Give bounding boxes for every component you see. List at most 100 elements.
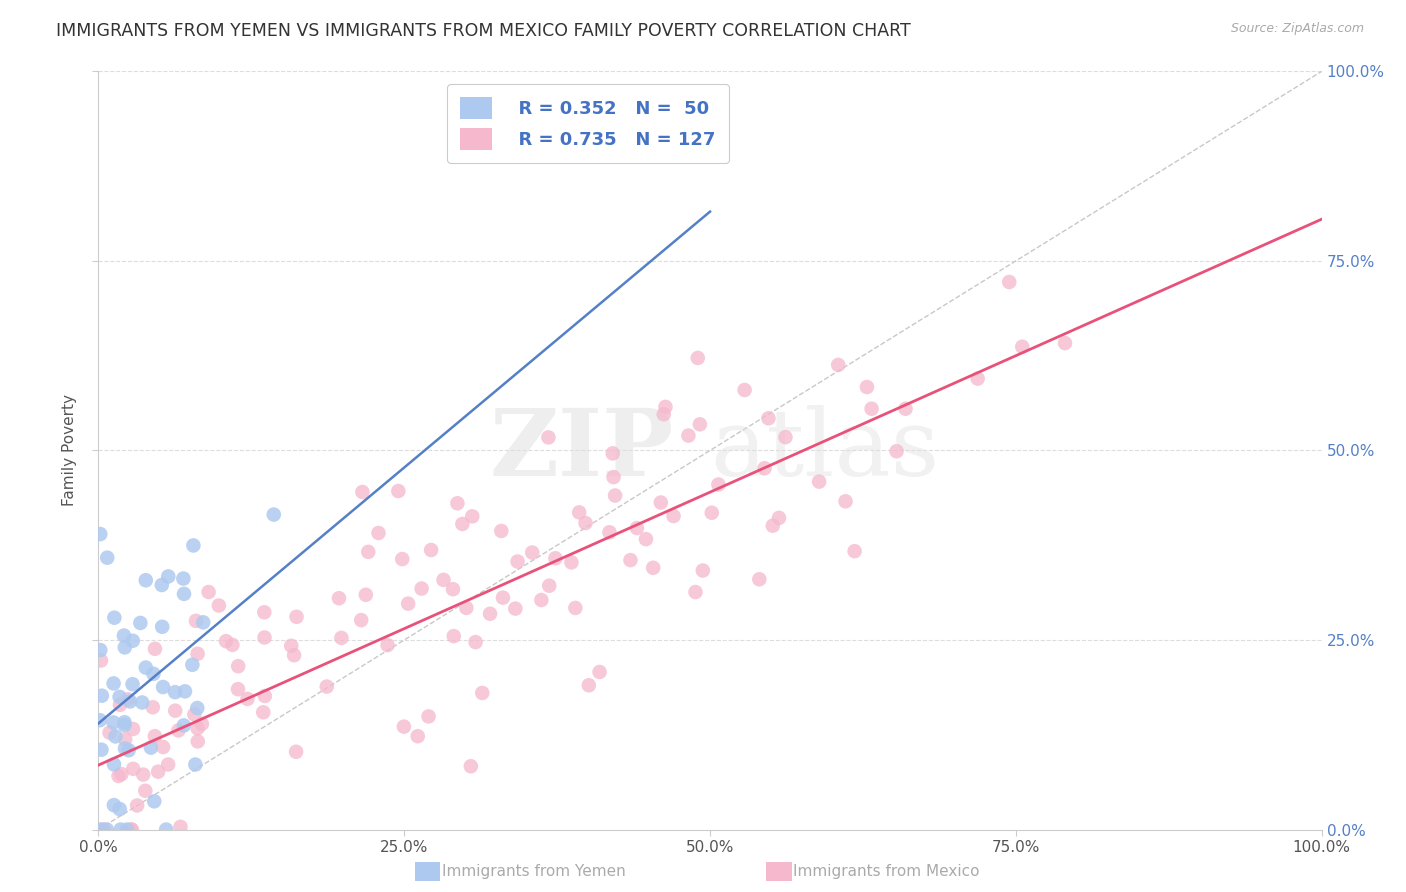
Point — [491, 524, 513, 538]
Point — [173, 718, 195, 732]
Point — [114, 732, 136, 747]
Point — [93, 822, 115, 837]
Point — [748, 572, 770, 586]
Point — [184, 614, 207, 628]
Text: IMMIGRANTS FROM YEMEN VS IMMIGRANTS FROM MEXICO FAMILY POVERTY CORRELATION CHART: IMMIGRANTS FROM YEMEN VS IMMIGRANTS FROM… — [56, 22, 911, 40]
Point — [181, 657, 204, 672]
Point — [89, 527, 111, 541]
Point — [135, 660, 157, 674]
Point — [578, 678, 600, 692]
Point — [354, 588, 377, 602]
Point — [574, 516, 596, 530]
Point — [253, 689, 276, 703]
Point — [103, 757, 125, 772]
Point — [686, 351, 709, 365]
Point — [103, 798, 125, 813]
Point — [150, 620, 173, 634]
Point — [121, 822, 143, 837]
Point — [89, 643, 111, 657]
Point — [406, 729, 429, 743]
Point — [768, 511, 790, 525]
Point — [197, 585, 219, 599]
Point — [357, 545, 380, 559]
Point — [856, 380, 879, 394]
Point — [114, 718, 136, 732]
Point — [460, 759, 482, 773]
Point — [538, 579, 561, 593]
Text: Source: ZipAtlas.com: Source: ZipAtlas.com — [1230, 22, 1364, 36]
Point — [560, 555, 582, 569]
Point — [115, 822, 138, 837]
Point — [236, 692, 259, 706]
Point — [602, 470, 624, 484]
Point — [626, 521, 648, 535]
Point — [96, 822, 118, 837]
Point — [734, 383, 756, 397]
Point — [280, 639, 302, 653]
Point — [443, 629, 465, 643]
Point — [103, 715, 125, 730]
Point — [367, 526, 389, 541]
Point — [174, 684, 197, 698]
Point — [441, 582, 464, 597]
Point — [544, 551, 567, 566]
Point — [90, 689, 112, 703]
Point — [103, 676, 125, 690]
Point — [107, 769, 129, 783]
Point — [685, 585, 707, 599]
Point — [90, 653, 112, 667]
Point — [634, 532, 657, 546]
Point — [253, 631, 276, 645]
Point — [283, 648, 305, 663]
Point — [707, 477, 730, 491]
Point — [165, 704, 187, 718]
Y-axis label: Family Poverty: Family Poverty — [62, 394, 77, 507]
Point — [221, 638, 243, 652]
Point — [377, 638, 399, 652]
Point — [132, 767, 155, 781]
Point — [700, 506, 723, 520]
Text: Immigrants from Mexico: Immigrants from Mexico — [793, 863, 979, 879]
Point — [226, 659, 249, 673]
Point — [143, 641, 166, 656]
Point — [186, 721, 208, 735]
Point — [122, 762, 145, 776]
Point — [568, 505, 591, 519]
Point — [603, 489, 626, 503]
Point — [396, 597, 419, 611]
Point — [330, 631, 353, 645]
Point — [451, 516, 474, 531]
Point — [650, 495, 672, 509]
Point — [860, 401, 883, 416]
Point — [103, 611, 125, 625]
Point — [662, 508, 685, 523]
Point — [692, 564, 714, 578]
Point — [208, 599, 231, 613]
Point — [91, 822, 114, 837]
Point — [654, 400, 676, 414]
Point — [998, 275, 1021, 289]
Point — [689, 417, 711, 432]
Text: Immigrants from Yemen: Immigrants from Yemen — [443, 863, 626, 879]
Point — [112, 628, 135, 642]
Point — [117, 692, 139, 706]
Point — [157, 757, 180, 772]
Point — [461, 509, 484, 524]
Point — [183, 539, 205, 553]
Point — [183, 707, 205, 722]
Point — [456, 600, 478, 615]
Point — [253, 605, 276, 619]
Point — [215, 634, 238, 648]
Point — [387, 483, 409, 498]
Legend:   R = 0.352   N =  50,   R = 0.735   N = 127: R = 0.352 N = 50, R = 0.735 N = 127 — [447, 84, 728, 162]
Point — [120, 822, 142, 837]
Point — [564, 601, 586, 615]
Text: ZIP: ZIP — [489, 406, 673, 495]
Point — [114, 640, 136, 655]
Point — [894, 401, 917, 416]
Point — [118, 743, 141, 757]
Point — [90, 742, 112, 756]
Point — [121, 633, 143, 648]
Point — [165, 685, 187, 699]
Point — [263, 508, 285, 522]
